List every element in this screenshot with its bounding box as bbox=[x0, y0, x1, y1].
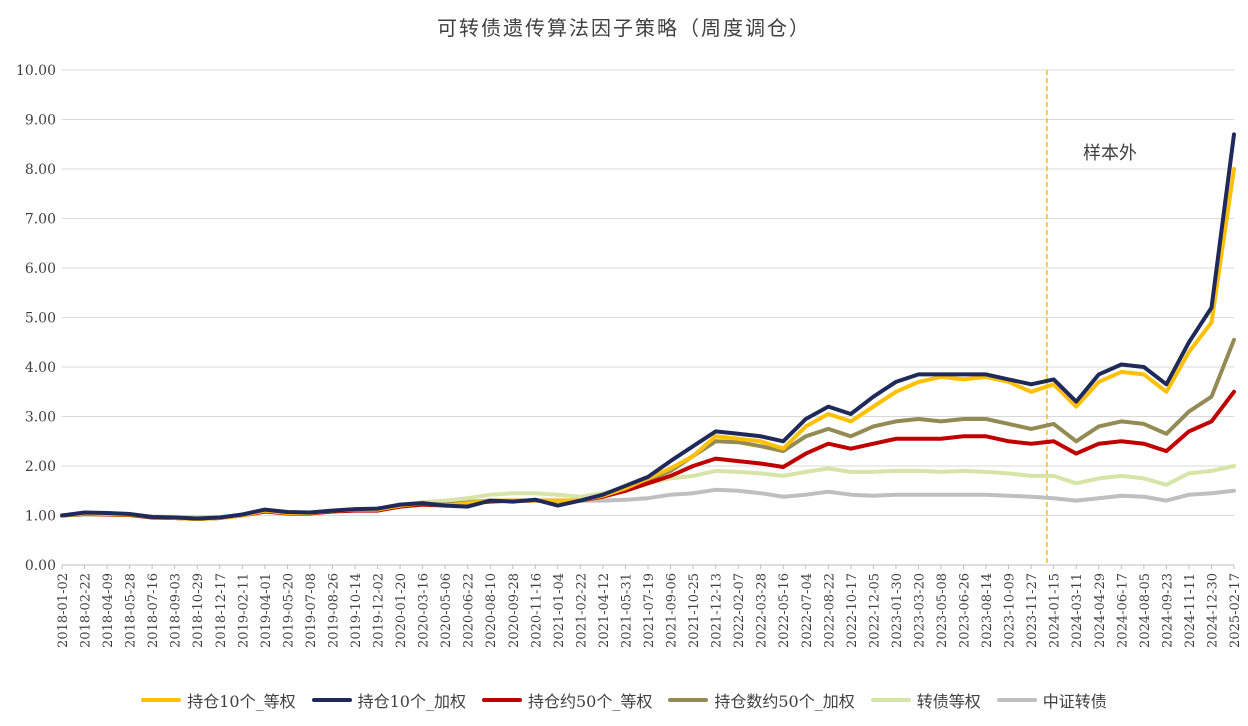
legend-item: 持仓数约50个_加权 bbox=[668, 688, 855, 712]
out-of-sample-label: 样本外 bbox=[1083, 143, 1137, 164]
x-tick-label: 2021-01-04 bbox=[552, 573, 567, 648]
x-tick-label: 2024-03-11 bbox=[1070, 573, 1085, 648]
legend-label: 持仓约50个_等权 bbox=[527, 692, 653, 711]
legend-swatch bbox=[141, 698, 182, 702]
x-tick-label: 2019-08-26 bbox=[326, 573, 341, 648]
legend-item: 转债等权 bbox=[870, 688, 981, 712]
legend: 持仓10个_等权 持仓10个_加权 持仓约50个_等权 持仓数约50个_加权 转债等权 中… bbox=[0, 688, 1248, 712]
y-tick-label: 5.00 bbox=[25, 311, 56, 327]
legend-item: 持仓约50个_等权 bbox=[481, 688, 653, 712]
legend-item: 持仓10个_等权 bbox=[141, 688, 296, 712]
y-tick-label: 10.00 bbox=[16, 63, 56, 79]
x-tick-label: 2019-10-14 bbox=[349, 573, 364, 648]
x-tick-label: 2021-05-31 bbox=[619, 573, 634, 648]
legend-label: 持仓10个_加权 bbox=[357, 692, 466, 711]
x-tick-label: 2019-05-20 bbox=[281, 573, 296, 648]
series-line-4 bbox=[60, 464, 1236, 520]
y-tick-label: 9.00 bbox=[25, 113, 56, 129]
x-tick-label: 2023-01-30 bbox=[890, 573, 905, 648]
x-tick-label: 2018-02-22 bbox=[79, 573, 94, 648]
x-tick-label: 2022-05-16 bbox=[777, 573, 792, 648]
x-tick-label: 2025-02-17 bbox=[1228, 573, 1243, 648]
x-tick-label: 2020-01-20 bbox=[394, 573, 409, 648]
x-tick-label: 2024-01-15 bbox=[1048, 573, 1063, 648]
x-tick-label: 2018-01-02 bbox=[56, 573, 71, 648]
x-tick-label: 2021-12-13 bbox=[710, 573, 725, 648]
legend-label: 持仓数约50个_加权 bbox=[714, 692, 855, 711]
legend-swatch bbox=[668, 698, 709, 702]
x-tick-label: 2024-11-11 bbox=[1183, 573, 1198, 648]
x-tick-label: 2022-10-17 bbox=[845, 573, 860, 648]
x-tick-label: 2019-07-08 bbox=[304, 573, 319, 648]
y-tick-label: 1.00 bbox=[25, 509, 56, 525]
legend-label: 转债等权 bbox=[916, 692, 981, 711]
x-tick-label: 2020-11-16 bbox=[529, 573, 544, 648]
x-tick-label: 2024-06-17 bbox=[1115, 573, 1130, 648]
legend-label: 持仓10个_等权 bbox=[187, 692, 296, 711]
plot-area: 0.00 1.00 2.00 3.00 4.00 5.00 6.00 7.00 8.00 9.00… bbox=[16, 63, 1243, 648]
x-tick-label: 2021-10-25 bbox=[687, 573, 702, 648]
legend-item: 中证转债 bbox=[996, 688, 1107, 712]
y-tick-label: 2.00 bbox=[25, 459, 56, 475]
x-tick-label: 2024-04-29 bbox=[1093, 573, 1108, 648]
x-tick-label: 2019-04-01 bbox=[259, 573, 274, 648]
x-tick-label: 2024-08-05 bbox=[1138, 573, 1153, 648]
x-tick-label: 2020-08-10 bbox=[484, 573, 499, 648]
x-tick-label: 2023-03-20 bbox=[912, 573, 927, 648]
x-tick-label: 2024-09-23 bbox=[1160, 573, 1175, 648]
x-tick-label: 2018-04-09 bbox=[101, 573, 116, 648]
x-tick-label: 2018-09-03 bbox=[169, 573, 184, 648]
x-tick-label: 2021-07-19 bbox=[642, 573, 657, 648]
x-tick-label: 2021-09-06 bbox=[665, 573, 680, 648]
x-tick-label: 2022-12-05 bbox=[867, 573, 882, 648]
x-tick-label: 2021-04-12 bbox=[597, 573, 612, 648]
x-tick-label: 2020-03-16 bbox=[417, 573, 432, 648]
x-tick-label: 2020-05-06 bbox=[439, 573, 454, 648]
x-tick-label: 2024-12-30 bbox=[1205, 573, 1220, 648]
legend-swatch bbox=[481, 698, 522, 702]
x-tick-label: 2018-07-16 bbox=[146, 573, 161, 648]
series-line-1 bbox=[60, 132, 1236, 521]
x-tick-label: 2019-02-11 bbox=[236, 573, 251, 648]
x-tick-label: 2018-12-17 bbox=[214, 573, 229, 648]
legend-swatch bbox=[870, 698, 911, 702]
x-tick-label: 2020-09-28 bbox=[507, 573, 522, 648]
x-tick-label: 2022-08-22 bbox=[822, 573, 837, 648]
y-tick-label: 0.00 bbox=[25, 558, 56, 574]
x-tick-label: 2021-02-22 bbox=[574, 573, 589, 648]
legend-item: 持仓10个_加权 bbox=[311, 688, 466, 712]
legend-swatch bbox=[996, 698, 1037, 702]
y-tick-label: 6.00 bbox=[25, 261, 56, 277]
y-tick-label: 8.00 bbox=[25, 162, 56, 178]
chart-title: 可转债遗传算法因子策略（周度调仓） bbox=[437, 16, 811, 40]
x-tick-label: 2020-06-22 bbox=[462, 573, 477, 648]
y-tick-label: 4.00 bbox=[25, 360, 56, 376]
y-tick-label: 7.00 bbox=[25, 212, 56, 228]
y-tick-label: 3.00 bbox=[25, 410, 56, 426]
x-tick-label: 2018-05-28 bbox=[124, 573, 139, 648]
legend-label: 中证转债 bbox=[1042, 692, 1107, 711]
x-tick-label: 2022-03-28 bbox=[755, 573, 770, 648]
x-tick-label: 2023-06-26 bbox=[958, 573, 973, 648]
x-tick-label: 2023-11-27 bbox=[1025, 573, 1040, 648]
x-tick-label: 2022-02-07 bbox=[732, 573, 747, 648]
x-tick-label: 2023-08-14 bbox=[980, 573, 995, 648]
x-tick-label: 2022-07-04 bbox=[800, 573, 815, 648]
x-tick-label: 2023-05-08 bbox=[935, 573, 950, 648]
x-tick-label: 2018-10-29 bbox=[191, 573, 206, 648]
legend-swatch bbox=[311, 698, 352, 702]
x-tick-label: 2019-12-02 bbox=[372, 573, 387, 648]
x-tick-label: 2023-10-09 bbox=[1003, 573, 1018, 648]
